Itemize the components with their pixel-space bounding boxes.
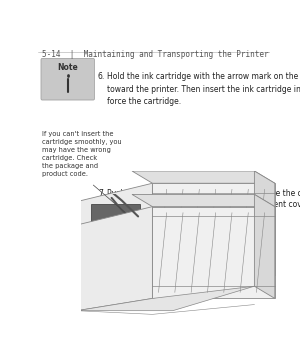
Polygon shape (77, 207, 152, 311)
Text: If you can't insert the
cartridge smoothly, you
may have the wrong
cartridge. Ch: If you can't insert the cartridge smooth… (42, 131, 122, 176)
Text: Ink Out: Ink Out (211, 189, 242, 198)
Text: Note: Note (57, 63, 78, 72)
Text: Hold the ink cartridge with the arrow mark on the left side and pointing
toward : Hold the ink cartridge with the arrow ma… (107, 72, 300, 106)
Polygon shape (77, 286, 254, 311)
Polygon shape (132, 194, 275, 207)
Polygon shape (132, 171, 275, 183)
Text: 6.: 6. (98, 72, 105, 81)
Text: 5-14  |  Maintaining and Transporting the Printer: 5-14 | Maintaining and Transporting the … (42, 50, 269, 59)
FancyBboxPatch shape (91, 204, 140, 243)
Text: Push the cartridge clamp back up. Make sure the corresponding: Push the cartridge clamp back up. Make s… (107, 189, 300, 198)
Polygon shape (152, 183, 275, 275)
FancyBboxPatch shape (41, 58, 94, 100)
Polygon shape (254, 171, 275, 275)
Polygon shape (77, 183, 152, 287)
Polygon shape (77, 263, 254, 287)
Polygon shape (152, 207, 275, 298)
Text: 7.: 7. (98, 189, 105, 198)
Text: light goes off. Then close the ink compartment cover.: light goes off. Then close the ink compa… (107, 201, 300, 210)
Polygon shape (254, 194, 275, 298)
